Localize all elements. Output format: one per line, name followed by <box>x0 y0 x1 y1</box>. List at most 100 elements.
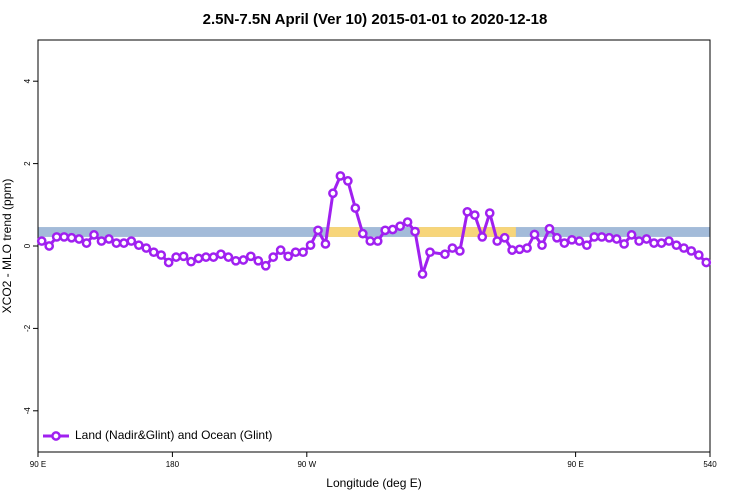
data-point <box>537 240 547 251</box>
data-point <box>193 253 204 264</box>
data-point <box>305 240 316 251</box>
data-point <box>186 256 196 267</box>
data-point <box>499 232 510 243</box>
data-point <box>522 243 532 253</box>
data-point <box>477 232 488 242</box>
data-point <box>156 250 167 260</box>
data-point <box>89 230 99 240</box>
y-tick-label: 4 <box>23 78 32 83</box>
data-point <box>141 243 152 253</box>
data-point <box>462 206 473 217</box>
data-point <box>596 232 607 242</box>
y-tick-label: -2 <box>23 324 32 332</box>
data-point <box>604 232 615 243</box>
data-point <box>245 251 256 262</box>
data-point <box>335 171 346 181</box>
data-point <box>455 246 465 256</box>
data-point <box>171 252 181 262</box>
data-point <box>671 240 682 251</box>
data-point <box>447 243 458 253</box>
data-point <box>275 245 286 255</box>
data-point <box>395 221 405 232</box>
data-point <box>425 247 435 258</box>
data-point <box>679 243 689 253</box>
data-point <box>216 249 226 260</box>
data-point <box>51 232 62 242</box>
series-line <box>40 174 708 276</box>
data-point <box>163 257 174 268</box>
data-point <box>641 234 652 244</box>
data-point <box>66 232 77 243</box>
data-point <box>44 241 55 251</box>
legend-label: Land (Nadir&Glint) and Ocean (Glint) <box>75 428 272 442</box>
data-point <box>178 251 189 262</box>
data-point <box>201 252 211 262</box>
data-point <box>440 249 450 260</box>
data-point <box>133 240 144 251</box>
data-point <box>104 234 114 244</box>
data-point <box>148 247 159 258</box>
data-point <box>290 247 301 258</box>
x-tick-label: 90 E <box>30 460 46 469</box>
data-point <box>402 217 413 227</box>
data-point <box>343 176 353 186</box>
y-tick-label: 2 <box>23 161 32 166</box>
data-point <box>313 225 323 236</box>
data-point <box>238 255 249 265</box>
data-point <box>701 257 712 268</box>
data-point <box>320 239 331 249</box>
data-point <box>589 232 600 242</box>
data-point <box>81 238 92 248</box>
x-axis-label: Longitude (deg E) <box>326 476 421 490</box>
data-point <box>581 240 592 251</box>
data-point <box>529 229 540 240</box>
data-point <box>387 224 398 235</box>
data-point <box>253 255 264 266</box>
data-point <box>484 208 495 218</box>
data-point <box>664 236 674 246</box>
y-axis-label: XCO2 - MLO trend (ppm) <box>0 179 14 314</box>
data-point <box>507 245 517 255</box>
data-point <box>410 226 420 237</box>
x-tick-label: 180 <box>166 460 180 469</box>
land-region <box>328 227 361 237</box>
y-tick-label: -4 <box>23 407 32 415</box>
data-point <box>372 236 383 246</box>
x-tick-label: 90 E <box>567 460 583 469</box>
data-point <box>619 239 629 249</box>
data-point <box>611 234 622 244</box>
data-point <box>328 188 338 199</box>
data-point <box>298 247 308 258</box>
data-point <box>36 236 47 246</box>
data-point <box>357 228 368 239</box>
data-point <box>126 236 137 246</box>
data-point <box>268 252 279 262</box>
data-point <box>380 225 391 236</box>
chart-title: 2.5N-7.5N April (Ver 10) 2015-01-01 to 2… <box>203 11 548 28</box>
data-point <box>283 251 293 262</box>
data-point <box>96 236 107 246</box>
data-point <box>492 236 503 246</box>
data-point <box>59 232 69 242</box>
data-point <box>417 269 428 279</box>
data-point <box>365 236 376 246</box>
legend-marker <box>51 431 61 441</box>
data-point <box>567 234 577 245</box>
data-point <box>350 203 361 213</box>
data-point <box>111 238 122 248</box>
y-tick-label: 0 <box>23 243 32 248</box>
data-point <box>514 244 525 255</box>
x-tick-label: 540 <box>703 460 717 469</box>
data-point <box>693 250 704 260</box>
data-point <box>231 255 241 266</box>
data-point <box>260 260 271 271</box>
data-point <box>119 238 129 248</box>
data-point <box>469 210 480 220</box>
data-point <box>552 232 562 243</box>
data-point <box>208 252 219 262</box>
data-point <box>656 238 667 248</box>
data-point <box>574 236 585 246</box>
data-point <box>74 234 84 244</box>
data-point <box>544 223 555 234</box>
